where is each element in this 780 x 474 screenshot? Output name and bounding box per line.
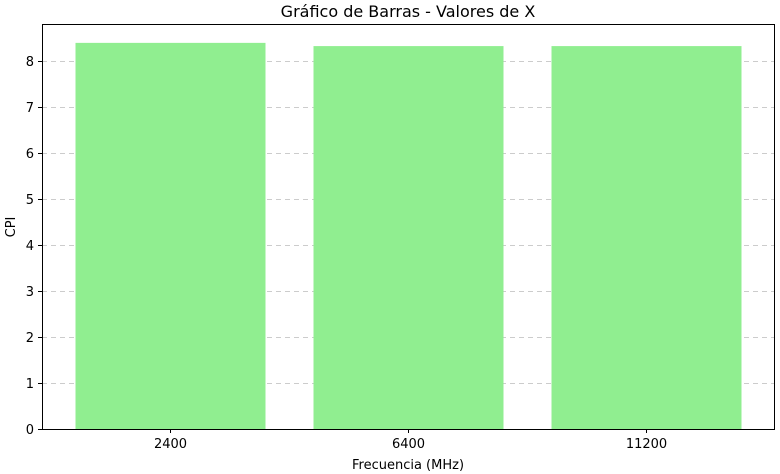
y-tick-label: 7 [26,101,34,116]
x-tick-label: 2400 [154,437,187,452]
y-tick-label: 3 [26,285,34,300]
x-axis-label: Frecuencia (MHz) [352,458,464,473]
y-tick-label: 6 [26,147,34,162]
y-tick-label: 0 [26,423,34,438]
x-tick-label: 6400 [392,437,425,452]
x-tick-label: 11200 [626,437,667,452]
y-tick-label: 4 [26,239,34,254]
y-tick-label: 5 [26,193,34,208]
y-tick-label: 1 [26,377,34,392]
y-axis-ticks: 0 1 2 3 4 5 6 7 8 [26,55,42,438]
bars [75,42,742,429]
chart-title: Gráfico de Barras - Valores de X [281,2,536,21]
x-axis-ticks: 2400 6400 11200 [154,429,667,452]
bar-11200 [551,46,742,429]
y-axis-label: CPI [4,217,19,238]
y-tick-label: 8 [26,55,34,70]
y-tick-label: 2 [26,331,34,346]
bar-6400 [313,46,504,429]
bar-2400 [75,42,266,429]
